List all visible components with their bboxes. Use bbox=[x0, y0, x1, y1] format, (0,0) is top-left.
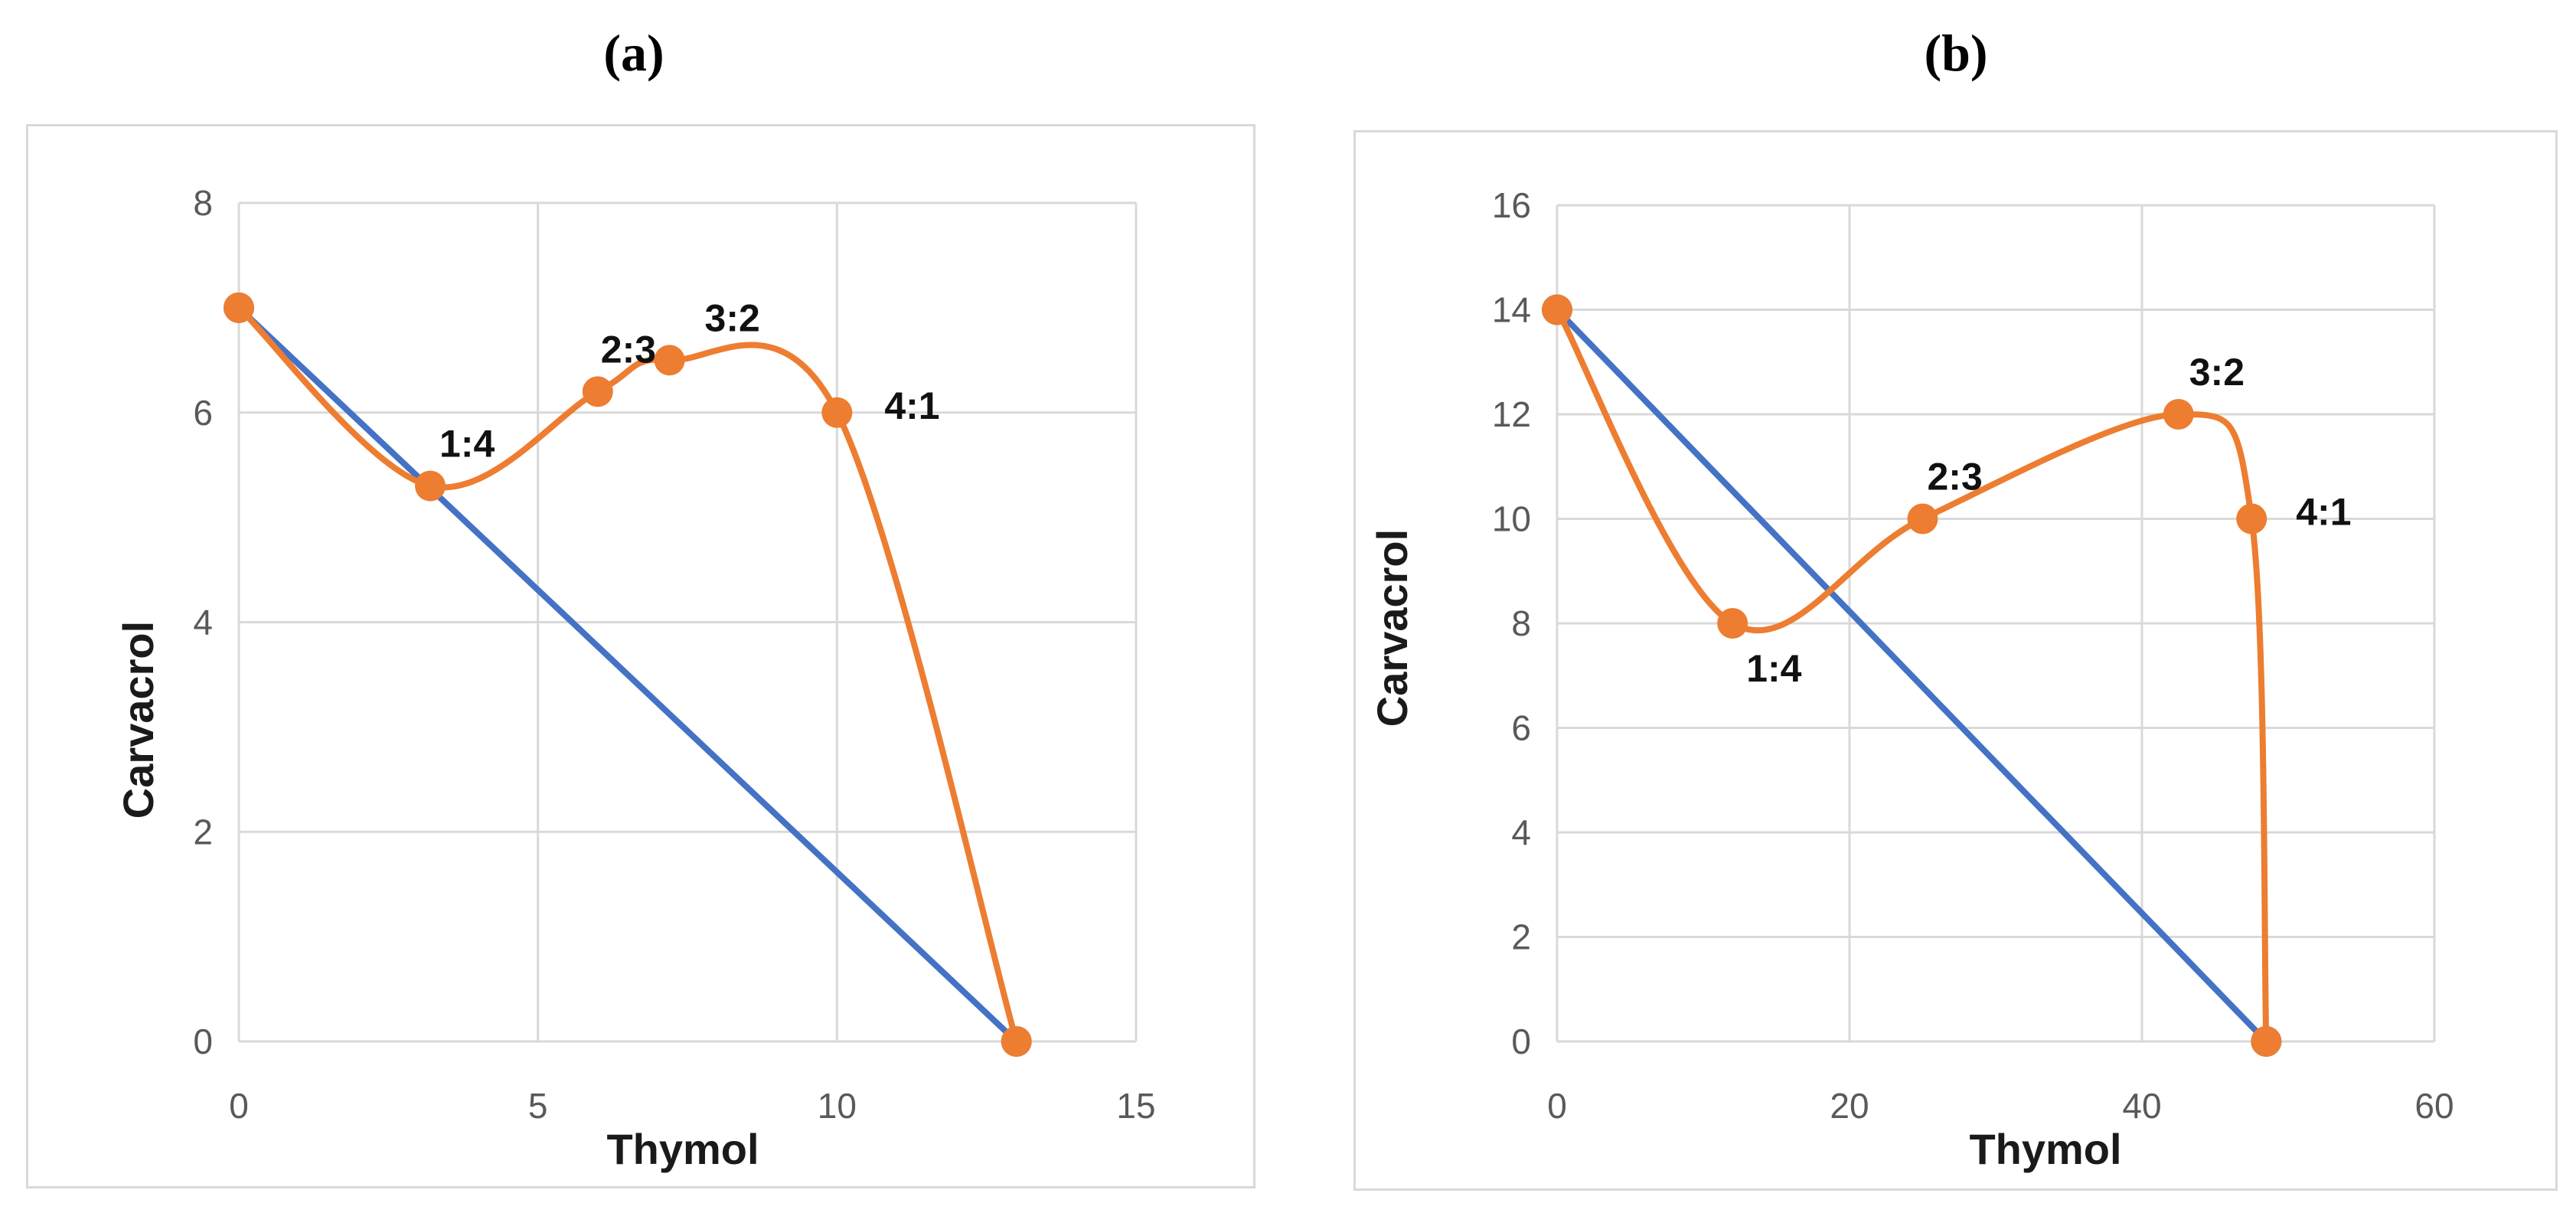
series-line-additive-line bbox=[1555, 307, 2269, 1044]
series-point-mixtures-4 bbox=[2236, 503, 2267, 535]
x-axis-title: Thymol bbox=[606, 1125, 759, 1173]
y-tick-label-12: 12 bbox=[1492, 394, 1531, 434]
series-line-additive-line bbox=[237, 305, 1019, 1044]
y-tick-label-2: 2 bbox=[1511, 917, 1531, 957]
y-tick-label-4: 4 bbox=[193, 603, 213, 642]
point-label-2-3: 2:3 bbox=[601, 328, 656, 371]
point-label-4-1: 4:1 bbox=[2296, 491, 2351, 534]
series-point-mixtures-3 bbox=[654, 345, 685, 376]
x-tick-label-0: 0 bbox=[1547, 1086, 1567, 1126]
x-tick-label-20: 20 bbox=[1830, 1086, 1869, 1126]
x-tick-label-0: 0 bbox=[229, 1086, 249, 1126]
y-tick-label-8: 8 bbox=[1511, 603, 1531, 643]
y-tick-label-8: 8 bbox=[193, 183, 213, 223]
series-point-mixtures-0 bbox=[224, 292, 254, 323]
point-label-3-2: 3:2 bbox=[705, 296, 760, 339]
series-point-mixtures-5 bbox=[1001, 1026, 1032, 1057]
series-point-mixtures-3 bbox=[2163, 399, 2194, 430]
series-point-mixtures-2 bbox=[582, 376, 613, 407]
chart-b: 0 2 4 6 8 10 12 14 16 0 20 40 60 1:4 2:3 3:2 4:1 Thymol Ca… bbox=[1368, 185, 2454, 1173]
y-axis-title: Carvacrol bbox=[1368, 529, 1416, 727]
y-tick-label-6: 6 bbox=[193, 393, 213, 433]
chart-frame-b bbox=[1353, 130, 2558, 1191]
chart-a: 0 2 4 6 8 0 5 10 15 1:4 2:3 3:2 4:1 Thymol Carvacrol bbox=[114, 183, 1156, 1173]
y-tick-label-0: 0 bbox=[1511, 1022, 1531, 1061]
series-point-mixtures-5 bbox=[2251, 1026, 2282, 1057]
series-line-mixtures bbox=[1554, 308, 2270, 1042]
y-tick-label-16: 16 bbox=[1492, 185, 1531, 225]
panel-label-b: (b) bbox=[1924, 24, 1988, 82]
series-point-mixtures-1 bbox=[1717, 608, 1748, 639]
point-label-1-4: 1:4 bbox=[439, 423, 495, 466]
x-tick-label-40: 40 bbox=[2122, 1086, 2161, 1126]
point-label-2-3: 2:3 bbox=[1928, 456, 1983, 499]
y-tick-label-10: 10 bbox=[1492, 499, 1531, 539]
y-axis-title: Carvacrol bbox=[114, 621, 162, 819]
series-point-mixtures-1 bbox=[415, 470, 446, 502]
y-tick-label-4: 4 bbox=[1511, 812, 1531, 852]
y-tick-label-2: 2 bbox=[193, 812, 213, 852]
panel-label-a: (a) bbox=[603, 24, 664, 82]
series-point-mixtures-2 bbox=[1907, 503, 1938, 535]
point-label-3-2: 3:2 bbox=[2189, 351, 2245, 394]
x-tick-label-60: 60 bbox=[2414, 1086, 2454, 1126]
point-label-1-4: 1:4 bbox=[1746, 647, 1801, 690]
series-point-mixtures-4 bbox=[821, 397, 853, 428]
series-point-mixtures-0 bbox=[1542, 294, 1572, 325]
x-tick-label-10: 10 bbox=[818, 1086, 857, 1126]
x-axis-title: Thymol bbox=[1969, 1125, 2121, 1173]
y-tick-label-14: 14 bbox=[1492, 290, 1531, 330]
x-tick-label-15: 15 bbox=[1116, 1086, 1155, 1126]
x-tick-label-5: 5 bbox=[528, 1086, 548, 1126]
y-tick-label-6: 6 bbox=[1511, 708, 1531, 748]
point-label-4-1: 4:1 bbox=[884, 384, 939, 427]
y-tick-label-0: 0 bbox=[193, 1022, 213, 1061]
